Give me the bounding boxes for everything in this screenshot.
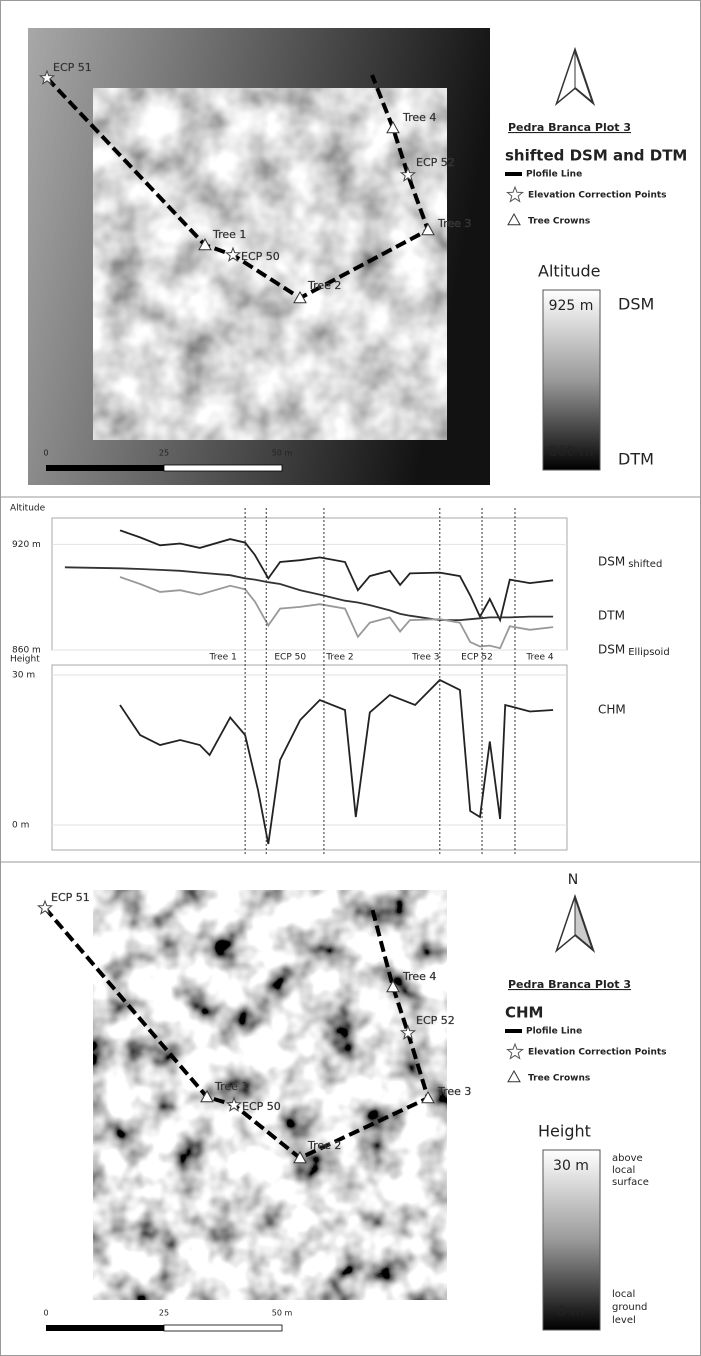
point-label: Tree 1 (212, 228, 246, 241)
map-title: Pedra Branca Plot 3 (508, 978, 631, 991)
colorbar-title: Altitude (538, 262, 601, 281)
legend-label: Plofile Line (526, 170, 582, 180)
series-label: DSM (598, 555, 625, 569)
map-title: Pedra Branca Plot 3 (508, 121, 631, 134)
point-label: Tree 4 (402, 111, 436, 124)
colorbar-note: level (612, 1315, 636, 1326)
legend-label: Tree Crowns (528, 1074, 590, 1084)
plot-frame (52, 518, 567, 650)
point-label: Tree 4 (402, 970, 436, 983)
legend-label: Elevation Correction Points (528, 1048, 667, 1058)
colorbar-note: surface (612, 1177, 649, 1188)
y-tick-label: 0 m (12, 821, 29, 831)
map-subtitle: shifted DSM and DTM (505, 147, 687, 165)
point-label: Tree 2 (307, 1139, 341, 1152)
marker-label: Tree 2 (325, 653, 353, 663)
marker-label: Tree 4 (525, 653, 554, 663)
colorbar-note: above (612, 1153, 643, 1164)
scale-label: 0 (43, 1309, 48, 1318)
colorbar-note: local (612, 1165, 635, 1176)
star (507, 1044, 522, 1059)
colorbar-note: local (612, 1289, 635, 1300)
point-label: ECP 52 (416, 156, 455, 169)
point-label: Tree 3 (437, 217, 471, 230)
marker-label: ECP 50 (274, 653, 306, 663)
legend-label: Plofile Line (526, 1027, 582, 1037)
figure: ECP 51 Tree 1 ECP 50 Tree 2 Tree 3 ECP 52 Tree… (0, 0, 701, 1356)
scale-label: 25 (159, 1309, 169, 1318)
series-label: CHM (598, 703, 626, 717)
colorbar-min-name: DTM (618, 450, 654, 469)
north-label: N (568, 872, 578, 888)
marker-label: ECP 52 (461, 653, 493, 663)
point-label: ECP 51 (51, 891, 90, 904)
point-label: Tree 3 (437, 1085, 471, 1098)
star (507, 187, 522, 202)
north-arrow-half (557, 50, 575, 103)
colorbar (543, 1150, 600, 1330)
point-label: Tree 2 (307, 279, 341, 292)
marker-label: Tree 1 (208, 653, 236, 663)
colorbar-note: ground (612, 1302, 647, 1313)
colorbar-max-name: DSM (618, 295, 654, 314)
dsm-raster (93, 88, 447, 440)
series-label: DSM (598, 643, 625, 657)
scale-label: 50 m (272, 449, 293, 458)
colorbar-max: 30 m (553, 1158, 589, 1174)
point-label: ECP 50 (241, 250, 280, 263)
point-label: ECP 50 (242, 1100, 281, 1113)
point-label: ECP 52 (416, 1014, 455, 1027)
y-axis-label: Altitude (10, 504, 46, 514)
point-label: Tree 1 (214, 1080, 248, 1093)
triangle (508, 1071, 520, 1082)
map-subtitle: CHM (505, 1004, 544, 1022)
point-label: ECP 51 (53, 61, 92, 74)
scale-bar-white (164, 1325, 282, 1331)
legend-label: Elevation Correction Points (528, 191, 667, 201)
series-label-sub: shifted (628, 559, 662, 570)
chm-raster (93, 890, 447, 1300)
plot-frame (52, 665, 567, 850)
north-arrow-half (557, 897, 575, 950)
marker-label: Tree 3 (411, 653, 439, 663)
y-axis-label: Height (10, 655, 40, 665)
colorbar-title: Height (538, 1122, 591, 1141)
y-tick-label: 30 m (12, 671, 35, 681)
triangle (508, 214, 520, 225)
series-label: DTM (598, 609, 625, 623)
y-tick-label: 920 m (12, 540, 41, 550)
legend-label: Tree Crowns (528, 217, 590, 227)
scale-label: 0 (43, 449, 48, 458)
colorbar (543, 290, 600, 470)
scale-label: 25 (159, 449, 169, 458)
scale-bar-white (164, 465, 282, 471)
colorbar-min: 0 m (558, 1304, 585, 1320)
colorbar-max: 925 m (549, 298, 594, 314)
scale-label: 50 m (272, 1309, 293, 1318)
scale-bar-black (46, 1325, 164, 1331)
colorbar-min: 860 m (549, 444, 594, 460)
scale-bar-black (46, 465, 164, 471)
series-label-sub: Ellipsoid (628, 647, 669, 658)
